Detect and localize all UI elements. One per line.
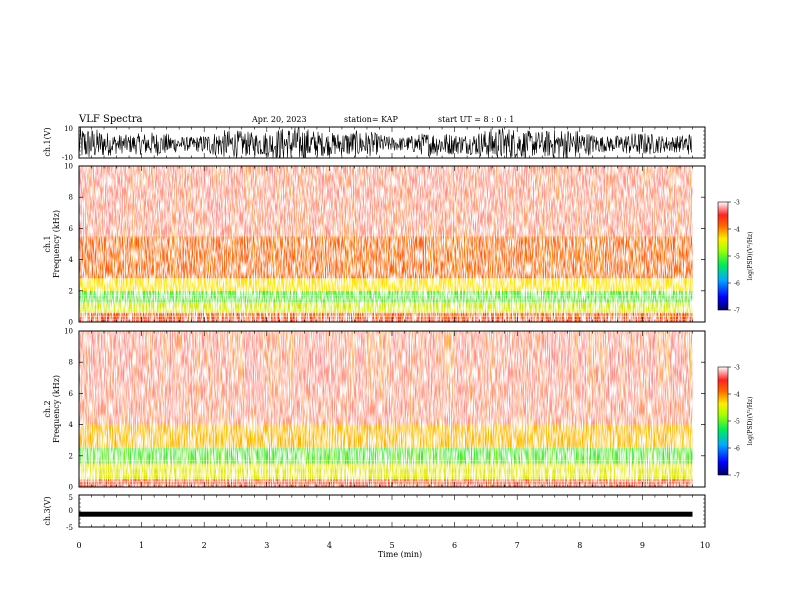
colorbar-tick-label: -7 (734, 473, 740, 480)
ch1-ytick-top: 10 (64, 125, 73, 133)
x-tick-label: 6 (452, 541, 457, 550)
station-label: station= KAP (344, 115, 398, 124)
ch1-spectro-yticks: 0 2 4 6 8 10 (64, 163, 705, 327)
colorbar-tick-label: -3 (734, 365, 740, 372)
x-tick-label: 0 (76, 541, 81, 550)
x-tick-label: 2 (202, 541, 207, 550)
time-axis-label: Time (min) (378, 550, 422, 559)
spectro-ytick-label: 2 (69, 287, 73, 295)
ch3-waveform-panel: 5 0 -5 ch.3(V) (43, 494, 706, 532)
ch1-waveform-trace (79, 127, 693, 158)
ch3-ytick-top: 5 (69, 494, 73, 502)
x-tick-label: 10 (700, 541, 710, 550)
colorbar-tick-label: -6 (734, 446, 740, 453)
start-time-label: start UT = 8 : 0 : 1 (438, 115, 515, 124)
ch1-spectro-ylabel-b: Frequency (kHz) (52, 210, 61, 278)
spectro-ytick-label: 6 (69, 225, 74, 233)
ch2-spectrogram-image (79, 331, 693, 487)
spectro-ytick-label: 0 (69, 484, 73, 492)
colorbar-tick-label: -5 (734, 254, 740, 261)
plot-title: VLF Spectra (79, 114, 143, 125)
x-tick-label: 8 (577, 541, 582, 550)
x-tick-label: 4 (327, 541, 332, 550)
ch3-ytick-bottom: -5 (66, 524, 73, 532)
colorbar-tick-label: -4 (734, 227, 740, 234)
x-tick-label: 5 (389, 541, 394, 550)
ch3-waveform-trace (79, 511, 693, 517)
spectro-ytick-label: 6 (69, 390, 74, 398)
ch2-colorbar-label: log(PSD)(V²/Hz) (747, 397, 754, 446)
spectro-ytick-label: 8 (69, 359, 73, 367)
ch1-colorbar-label: log(PSD)(V²/Hz) (747, 232, 754, 281)
spectro-speckle (79, 331, 693, 487)
ch3-ytick-mid: 0 (69, 507, 73, 515)
ch1-spectrogram-image (79, 166, 693, 322)
ch2-spectro-ylabel-b: Frequency (kHz) (52, 375, 61, 443)
ch2-spectro-yticks: 0 2 4 6 8 10 (64, 328, 705, 492)
spectro-ytick-label: 8 (69, 194, 73, 202)
x-tick-label: 7 (515, 541, 520, 550)
ch2-colorbar-ticks: -3 -4 -5 -6 -7 (728, 365, 740, 480)
colorbar-tick-label: -5 (734, 419, 740, 426)
time-axis-tick-labels: 0 1 2 3 4 5 6 7 8 9 10 (76, 541, 710, 550)
x-tick-label: 1 (139, 541, 144, 550)
date-label: Apr. 20, 2023 (252, 115, 307, 124)
ch1-waveform-panel: 10 -10 ch.1(V) (43, 125, 706, 162)
spectro-speckle (79, 166, 693, 322)
colorbar-tick-label: -6 (734, 281, 740, 288)
time-axis-ticks (78, 126, 706, 528)
ch2-spectro-ylabel-a: ch.2 (43, 400, 52, 417)
x-tick-label: 9 (640, 541, 645, 550)
ch3-waveform-ylabel: ch.3(V) (43, 496, 52, 525)
spectro-ytick-label: 4 (69, 421, 74, 429)
spectro-ytick-label: 10 (64, 163, 73, 171)
ch1-waveform-ylabel: ch.1(V) (43, 127, 52, 156)
ch1-spectro-ylabel-a: ch.1 (43, 235, 52, 252)
ch1-ytick-bottom: -10 (62, 154, 73, 162)
spectro-ytick-label: 4 (69, 256, 74, 264)
ch1-colorbar (717, 201, 729, 311)
x-tick-label: 3 (264, 541, 269, 550)
colorbar-tick-label: -7 (734, 308, 740, 315)
spectro-ytick-label: 0 (69, 319, 73, 327)
ch1-colorbar-ticks: -3 -4 -5 -6 -7 (728, 200, 740, 315)
colorbar-tick-label: -4 (734, 392, 740, 399)
spectro-ytick-label: 10 (64, 328, 73, 336)
ch2-colorbar (717, 366, 729, 476)
spectro-ytick-label: 2 (69, 452, 73, 460)
colorbar-tick-label: -3 (734, 200, 740, 207)
